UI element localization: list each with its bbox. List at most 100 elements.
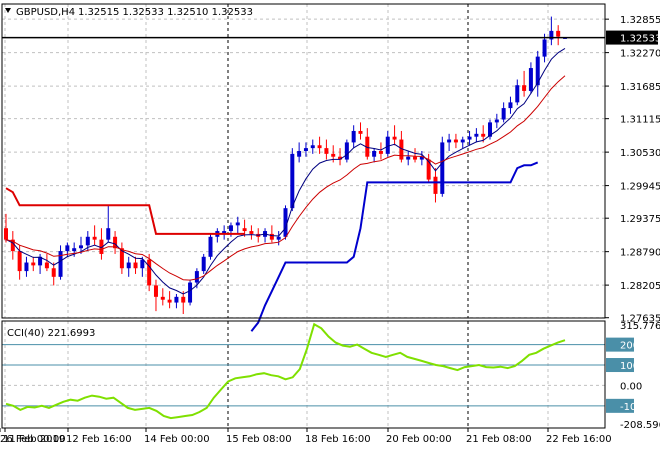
candle-body (338, 156, 343, 160)
time-tick-label: 18 Feb 16:00 (305, 434, 371, 445)
candle-body (556, 30, 561, 37)
trailing-stop-down (5, 187, 245, 235)
time-tick-label: 11 Feb 2019 (3, 434, 65, 445)
candle-body (474, 133, 479, 137)
time-tick-label: 26 Feb 00:00 (0, 434, 66, 445)
candle-body (433, 176, 438, 194)
candle-body (467, 136, 472, 140)
candle-body (160, 296, 165, 300)
candle-body (501, 108, 506, 120)
candle-body (174, 296, 179, 303)
symbol-label: GBPUSD,H4 (16, 7, 75, 18)
cci-level-box (606, 358, 634, 373)
candle-body (44, 262, 49, 269)
candle-body (283, 208, 288, 237)
time-tick-label: 22 Feb 16:00 (546, 434, 612, 445)
candle-body (51, 268, 56, 277)
candle-body (494, 119, 499, 123)
cci-indicator (5, 322, 566, 420)
candle-body (413, 156, 418, 160)
candle-body (508, 102, 513, 109)
candle-body (440, 142, 445, 194)
candle-body (290, 153, 295, 209)
cci-tick-label: 200 (620, 341, 639, 352)
candle-body (153, 285, 158, 297)
cci-tick-label: 100 (620, 361, 639, 372)
candle-body (522, 85, 527, 91)
candle-body (194, 271, 199, 283)
candle-body (276, 236, 281, 240)
candle-body (78, 245, 83, 249)
candle-body (24, 262, 29, 272)
candle-body (31, 262, 36, 266)
candle-body (4, 228, 8, 240)
current-price-box (606, 30, 658, 45)
candle-body (269, 233, 274, 240)
cci-tick-label: -208.596 (620, 420, 660, 431)
candle-body (481, 133, 486, 137)
price-tick-label: 1.31115 (620, 115, 660, 126)
candle-body (72, 248, 77, 252)
candle-body (113, 236, 118, 249)
candle-body (447, 139, 452, 143)
candle-body (528, 68, 533, 91)
candle-body (351, 130, 356, 143)
candle-body (297, 150, 302, 157)
candle-body (535, 56, 540, 86)
candle-body (331, 153, 336, 157)
candle-body (147, 259, 152, 286)
axes: 1.32855 1.32270 1.31685 1.31115 1.30530 1.299… (0, 15, 660, 445)
candle-body (85, 236, 90, 246)
candle-body (358, 130, 363, 134)
candle-body (303, 148, 308, 151)
candle-body (235, 222, 240, 226)
candle-body (406, 156, 411, 160)
grid (2, 4, 605, 428)
frame (1, 3, 606, 429)
candle-body (222, 231, 227, 234)
ema-fast-line (5, 47, 566, 295)
candle-body (426, 159, 431, 180)
candle-body (324, 148, 329, 154)
price-tick-label: 1.31685 (620, 82, 660, 93)
candle-body (38, 256, 43, 266)
cci-tick-label: 315.7767 (620, 321, 660, 332)
price-tick-label: 1.32855 (620, 15, 660, 26)
candle-body (208, 236, 213, 257)
candle-body (310, 145, 315, 149)
candle-body (140, 259, 145, 269)
candle-body (542, 39, 547, 57)
price-indicators (2, 36, 605, 332)
time-tick-label: 12 Feb 16:00 (66, 434, 132, 445)
candle-body (188, 282, 193, 303)
triangle-down-icon[interactable] (5, 8, 11, 13)
candle-body (10, 239, 15, 252)
candle-body (385, 136, 390, 154)
candle-body (228, 225, 233, 232)
candle-body (392, 136, 397, 140)
price-tick-label: 1.32270 (620, 49, 660, 60)
time-tick-label: 15 Feb 08:00 (226, 434, 292, 445)
candle-body (515, 85, 520, 103)
candle-body (419, 156, 424, 160)
trailing-stop-up (250, 161, 539, 332)
cci-tick-label: 0.00 (620, 381, 642, 392)
candle-body (133, 262, 138, 269)
candle-body (58, 251, 63, 277)
price-tick-label: 1.30530 (620, 148, 660, 159)
candle-body (167, 299, 172, 303)
price-tick-label: 1.27635 (620, 314, 660, 325)
candle-body (549, 30, 554, 40)
cci-level-box (606, 398, 634, 413)
cci-level-box (606, 337, 634, 352)
candles (4, 16, 567, 314)
cci-line (5, 322, 566, 420)
price-tick-label: 1.29375 (620, 214, 660, 225)
candle-body (317, 145, 322, 149)
cci-tick-label: -100 (620, 402, 643, 413)
price-tick-label: 1.28790 (620, 248, 660, 259)
ohlc-label: 1.32515 1.32533 1.32510 1.32533 (78, 7, 253, 18)
candle-body (460, 139, 465, 143)
